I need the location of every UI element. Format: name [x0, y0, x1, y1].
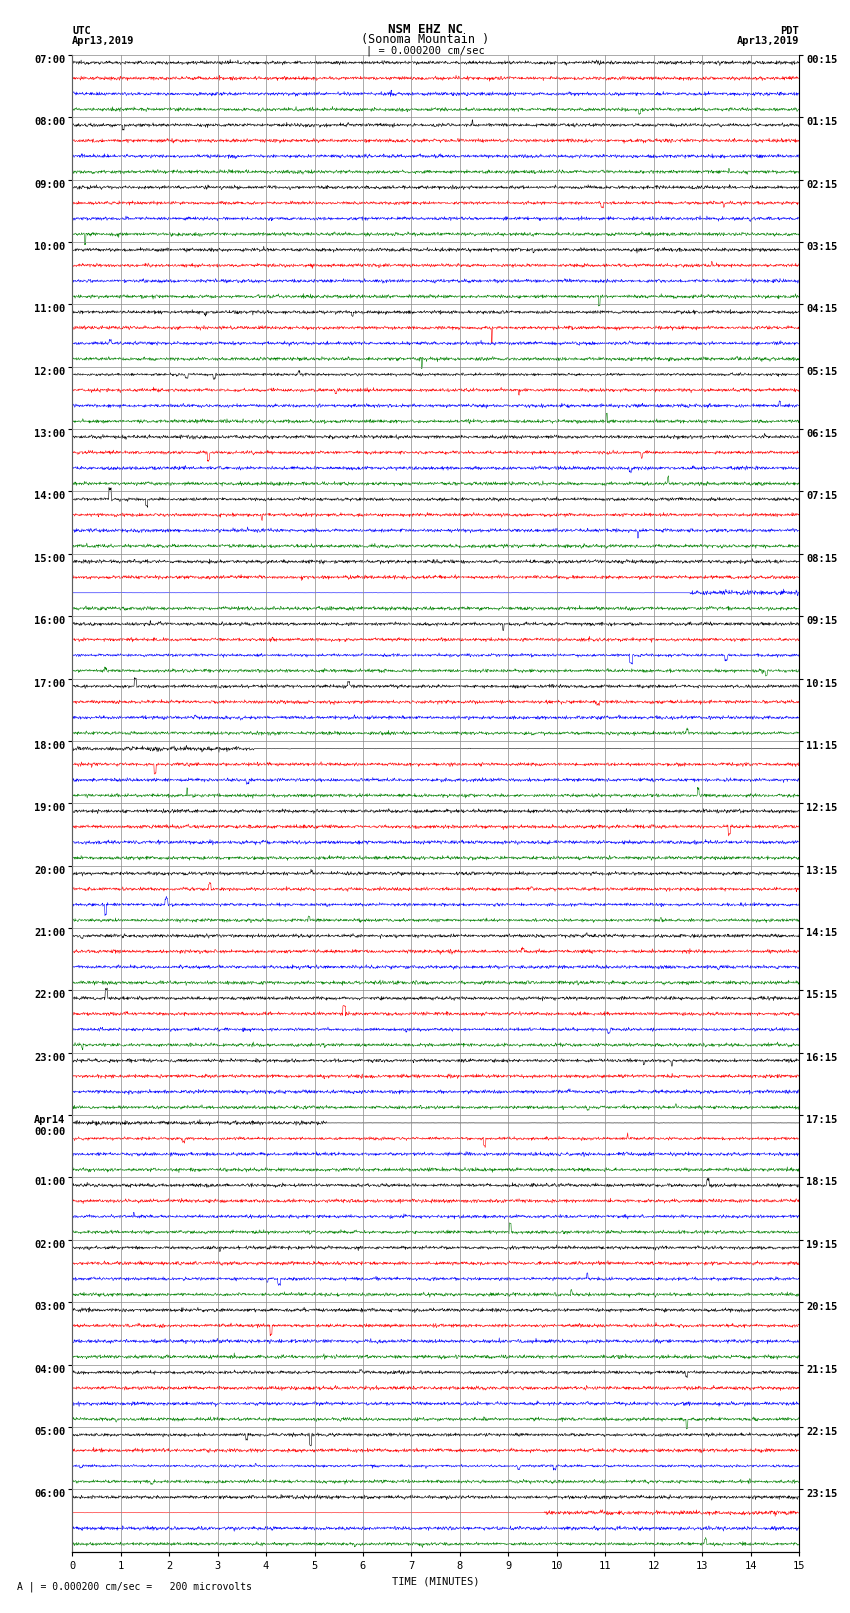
X-axis label: TIME (MINUTES): TIME (MINUTES)	[392, 1576, 479, 1586]
Text: UTC: UTC	[72, 26, 91, 37]
Text: | = 0.000200 cm/sec: | = 0.000200 cm/sec	[366, 45, 484, 56]
Text: Apr13,2019: Apr13,2019	[736, 35, 799, 45]
Text: NSM EHZ NC: NSM EHZ NC	[388, 23, 462, 37]
Text: (Sonoma Mountain ): (Sonoma Mountain )	[361, 32, 489, 45]
Text: Apr13,2019: Apr13,2019	[72, 35, 135, 45]
Text: A | = 0.000200 cm/sec =   200 microvolts: A | = 0.000200 cm/sec = 200 microvolts	[17, 1581, 252, 1592]
Text: PDT: PDT	[780, 26, 799, 37]
